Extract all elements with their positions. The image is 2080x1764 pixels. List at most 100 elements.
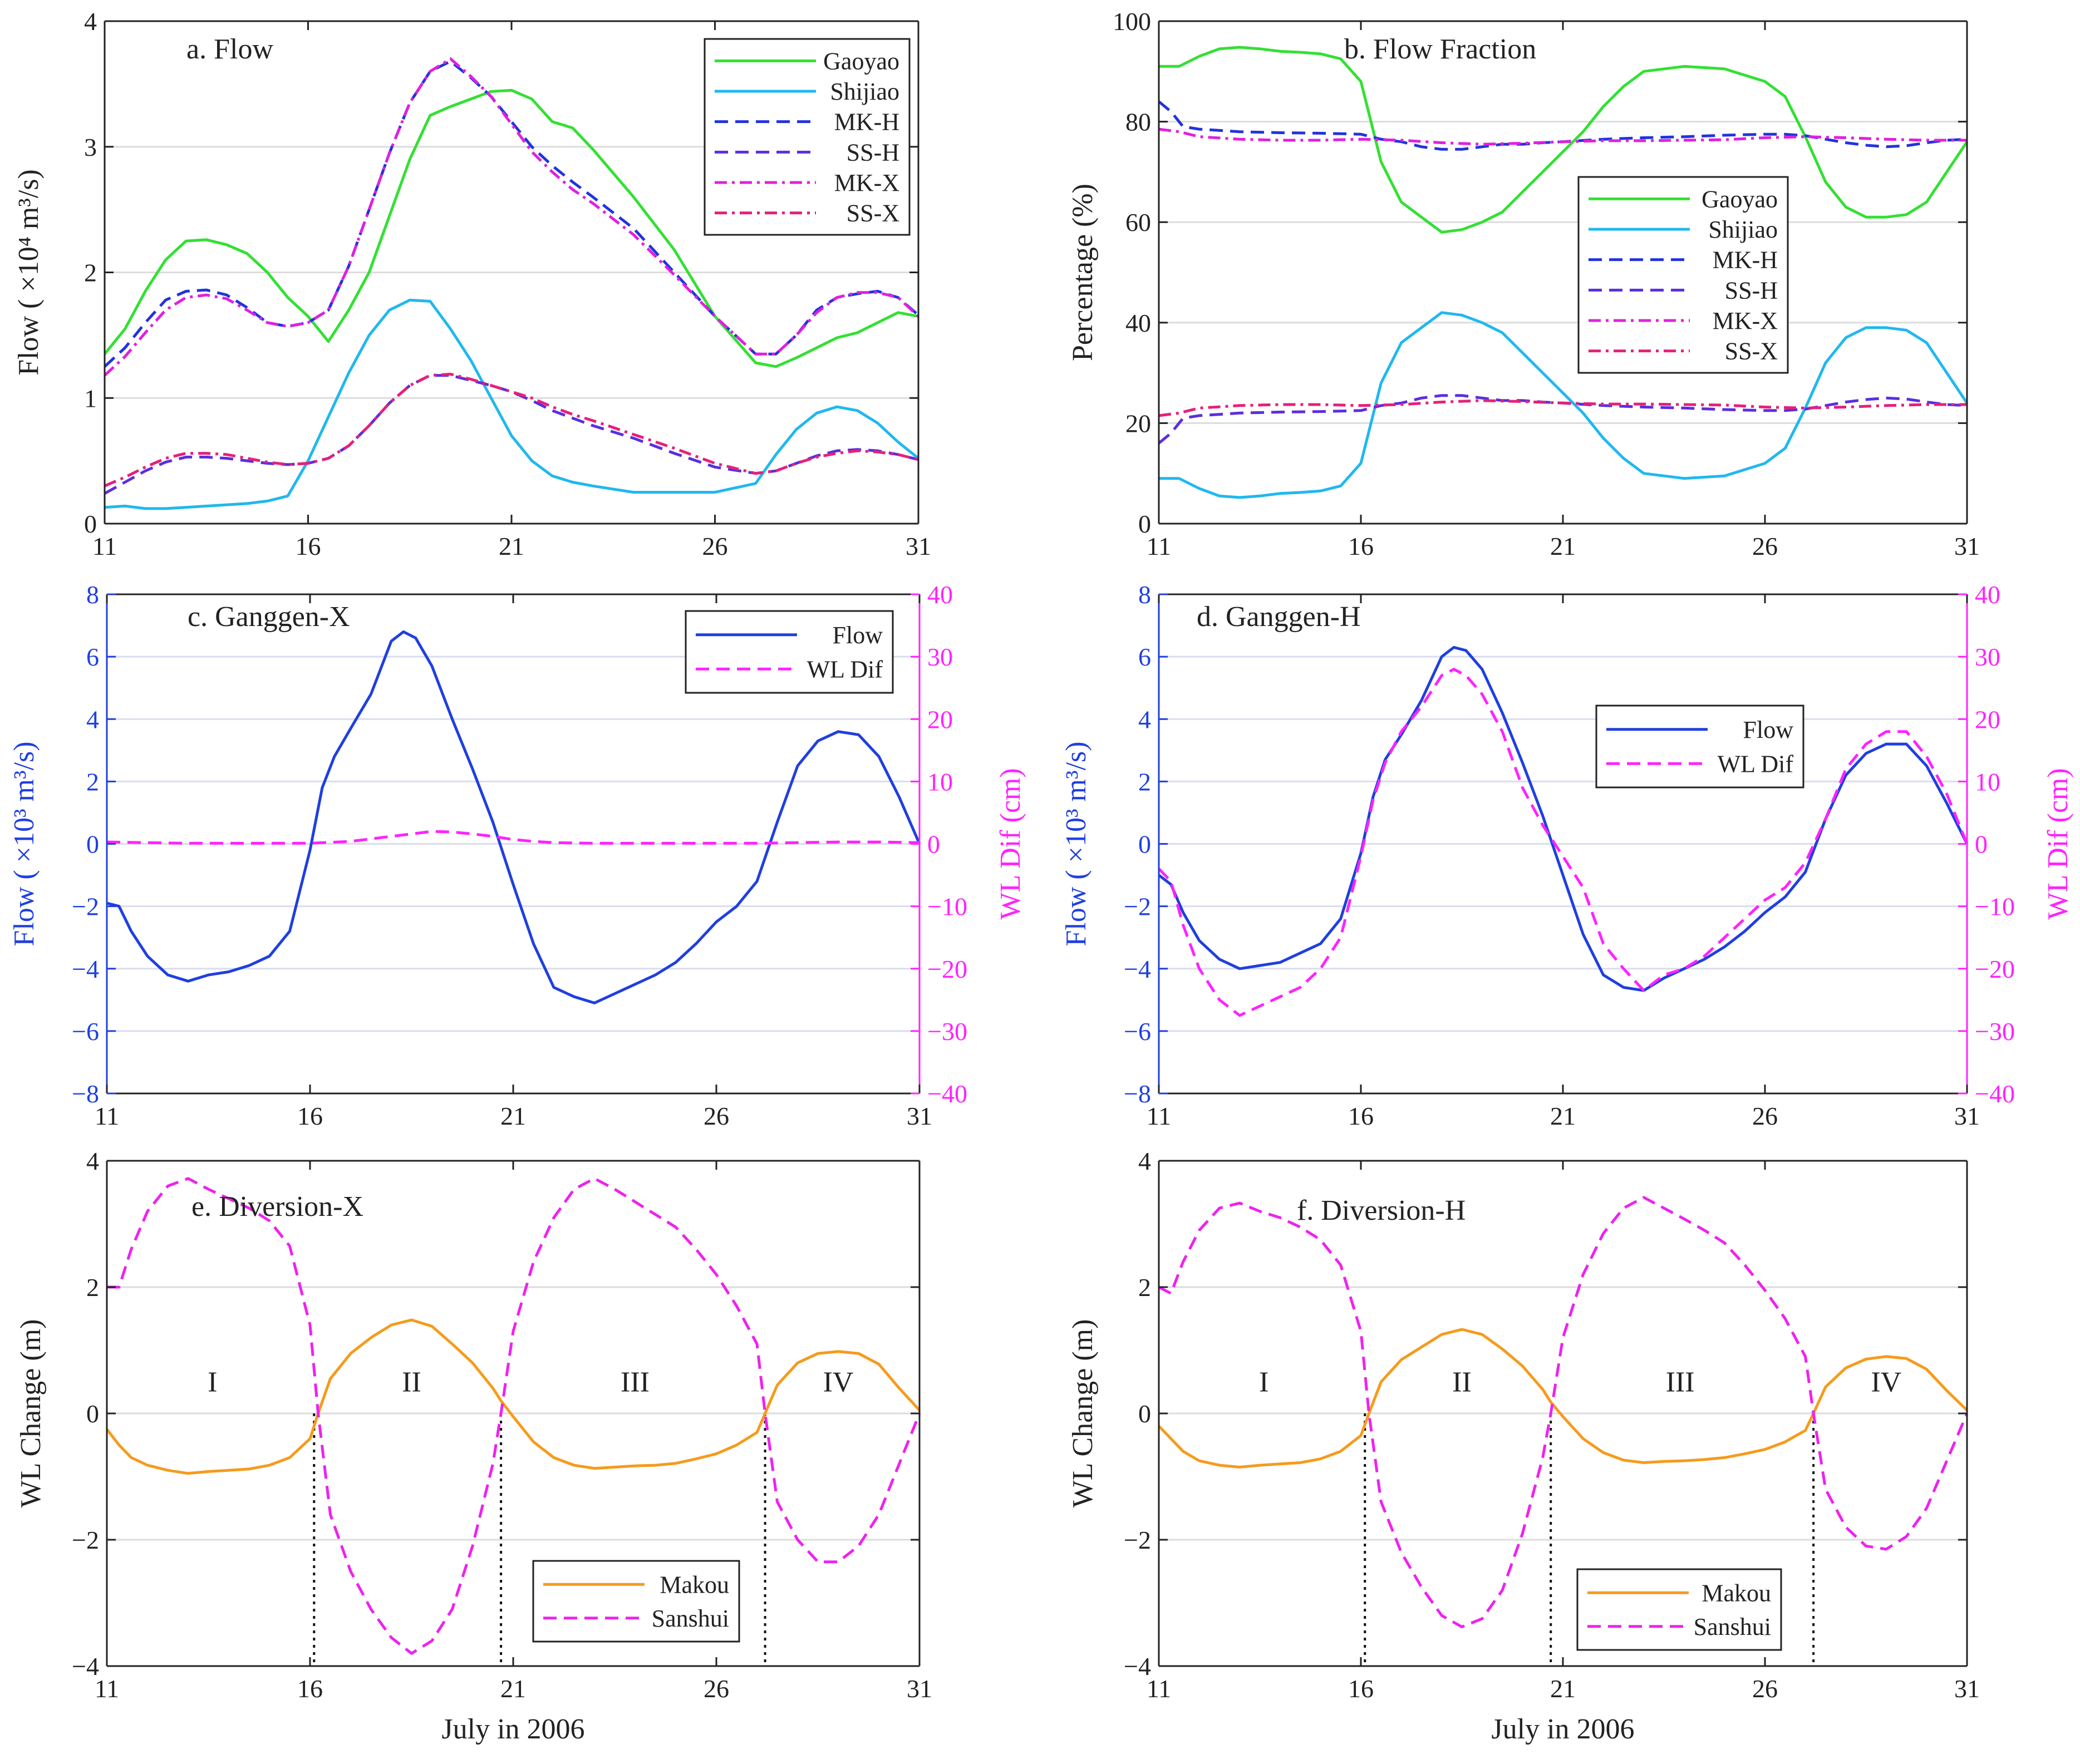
series-line-makou — [106, 1318, 921, 1475]
y-tick-label: −6 — [72, 1017, 99, 1046]
panel-title: d. Ganggen-H — [1197, 601, 1361, 633]
x-tick-label: 11 — [92, 532, 117, 560]
panel-a-flow: 11 16 21 26 31 0 1 2 3 4 Flow ( ×10⁴ m³/s) a. Flow G… — [13, 7, 931, 560]
y2-tick-label: −30 — [1975, 1017, 2015, 1046]
series-line-shijiao — [1159, 311, 1969, 499]
y2-axis-label: WL Dif (cm) — [995, 768, 1026, 919]
y-axis-label: Flow ( ×10⁴ m³/s) — [13, 169, 45, 376]
y-tick-label: 2 — [86, 1273, 99, 1302]
legend-entry-label: MK-X — [1713, 307, 1778, 334]
x-tick-label: 26 — [704, 1674, 729, 1703]
legend-entry-label: Flow — [1743, 716, 1794, 743]
panel-title: b. Flow Fraction — [1344, 33, 1536, 65]
phase-label: III — [1666, 1366, 1695, 1398]
y-tick-label: 40 — [1125, 309, 1151, 337]
y-tick-label: 0 — [1138, 830, 1151, 859]
y2-tick-label: 20 — [1975, 705, 2000, 733]
y-tick-label: 4 — [86, 705, 99, 733]
x-axis-label: July in 2006 — [441, 1713, 584, 1745]
phase-label: II — [402, 1366, 421, 1398]
legend-entry-label: Gaoyao — [823, 47, 899, 75]
x-tick-label: 26 — [704, 1102, 729, 1130]
panel-d-ganggen-h: 11 16 21 26 31−8−6−4−202468−40−30−20−1001020… — [1060, 580, 2074, 1130]
legend-entry-label: Gaoyao — [1702, 185, 1778, 213]
y-tick-label: 4 — [1138, 1147, 1151, 1175]
y-axis-label: WL Change (m) — [15, 1319, 47, 1508]
y-tick-label: 0 — [86, 1400, 99, 1428]
phase-label: III — [621, 1366, 650, 1398]
panel-b-flow-fraction: 11 16 21 26 31 0 20 40 60 80 100 Percentage (%) b. F… — [1067, 7, 1980, 560]
y2-tick-label: 10 — [927, 767, 953, 796]
legend-entry-label: SS-H — [1725, 277, 1778, 304]
y-tick-label: 4 — [86, 1147, 99, 1175]
y-tick-label: 20 — [1125, 409, 1151, 437]
y2-tick-label: 20 — [927, 705, 953, 733]
y2-tick-label: 30 — [927, 643, 953, 671]
y-tick-label: −4 — [1124, 1652, 1151, 1681]
panel-title: f. Diversion-H — [1297, 1195, 1466, 1226]
legend: Flow WL Dif — [1595, 704, 1804, 789]
legend-box — [704, 38, 911, 236]
y-tick-label: 6 — [1138, 643, 1151, 671]
legend-entry-label: SS-X — [1725, 338, 1778, 365]
x-tick-label: 16 — [297, 1102, 323, 1130]
legend-entry-label: SS-X — [847, 200, 899, 227]
x-tick-label: 26 — [1752, 1102, 1778, 1130]
panel-title: c. Ganggen-X — [188, 601, 350, 633]
series-line-shijiao — [104, 298, 919, 510]
x-tick-label: 31 — [907, 1102, 932, 1130]
legend-entry-label: Sanshui — [652, 1605, 729, 1632]
panel-c-ganggen-x: 11 16 21 26 31−8−6−4−202468−40−30−20−1001020… — [8, 580, 1026, 1130]
y2-tick-label: 0 — [1975, 830, 1988, 859]
y-tick-label: 0 — [86, 830, 99, 859]
x-tick-label: 21 — [1550, 1674, 1576, 1703]
y-tick-label: −2 — [72, 893, 99, 921]
panel-title: a. Flow — [186, 33, 273, 65]
x-tick-label: 16 — [1348, 532, 1374, 560]
y-tick-label: 80 — [1125, 108, 1151, 136]
series-line-wl-dif — [1158, 668, 1969, 1017]
legend: Flow WL Dif — [685, 610, 894, 694]
y-tick-label: −4 — [1124, 955, 1151, 983]
x-tick-label: 11 — [1147, 1674, 1171, 1703]
plot-area — [1159, 21, 1967, 524]
x-tick-label: 16 — [296, 532, 321, 560]
series-line-ss-x — [104, 372, 919, 487]
x-axis-label: July in 2006 — [1491, 1713, 1634, 1745]
phase-label: I — [1259, 1366, 1268, 1398]
x-tick-label: 11 — [95, 1674, 119, 1703]
legend-entry-label: Flow — [833, 622, 883, 649]
y-tick-label: 0 — [1138, 1400, 1151, 1428]
series-line-makou — [1158, 1328, 1968, 1469]
series-line-mk-x — [1158, 127, 1967, 146]
legend-entry-label: WL Dif — [807, 656, 883, 683]
series-line-wl-dif — [106, 830, 920, 845]
y2-axis-label: WL Dif (cm) — [2042, 768, 2074, 919]
series-line-flow — [1158, 646, 1969, 992]
legend: Gaoyao Shijiao MK-H SS-H MK-X SS-X — [704, 38, 911, 236]
y-tick-label: −2 — [1124, 1526, 1151, 1554]
series-line-mk-x — [104, 57, 919, 377]
x-tick-label: 31 — [907, 1674, 932, 1703]
series-line-gaoyao — [104, 88, 919, 368]
phase-label: IV — [1871, 1366, 1901, 1398]
legend: Gaoyao Shijiao MK-H SS-H MK-X SS-X — [1577, 176, 1789, 374]
x-tick-label: 31 — [1954, 1674, 1980, 1703]
y2-tick-label: −40 — [1975, 1080, 2015, 1108]
y-axis-label: WL Change (m) — [1067, 1319, 1099, 1508]
x-tick-label: 16 — [1348, 1102, 1374, 1130]
y-tick-label: 2 — [1138, 767, 1151, 796]
legend: Makou Sanshui — [1576, 1568, 1782, 1651]
x-tick-label: 16 — [297, 1674, 323, 1703]
legend-entry-label: Sanshui — [1694, 1613, 1771, 1640]
y2-tick-label: 0 — [927, 830, 940, 859]
y-tick-label: 100 — [1113, 7, 1151, 36]
y-tick-label: 4 — [1138, 705, 1151, 733]
legend-entry-label: Makou — [660, 1571, 729, 1598]
y2-tick-label: −40 — [927, 1080, 967, 1108]
y2-tick-label: 40 — [927, 580, 953, 609]
y2-tick-label: −20 — [927, 955, 967, 983]
series-line-ss-x — [1158, 399, 1967, 417]
y-tick-label: 4 — [84, 7, 97, 36]
